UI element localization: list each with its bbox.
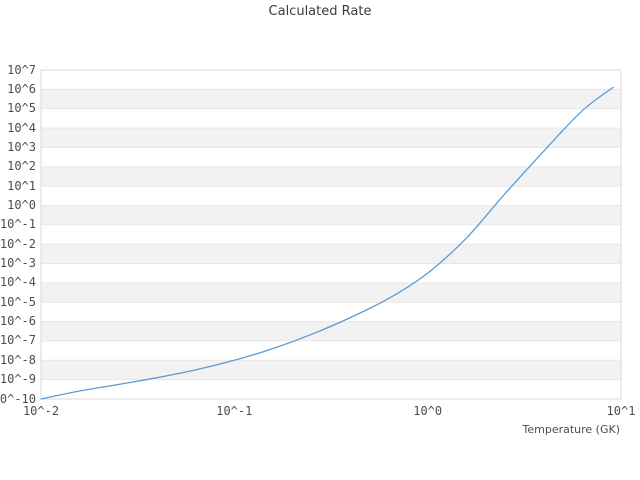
decade-band — [41, 379, 621, 399]
y-tick-label: 10^-3 — [0, 256, 36, 270]
decade-band — [41, 360, 621, 380]
decade-band — [41, 166, 621, 187]
y-tick-label: 10^7 — [7, 62, 36, 77]
y-tick-label: 10^5 — [7, 101, 36, 116]
decade-band — [41, 263, 621, 283]
x-tick-label: 10^1 — [606, 404, 636, 418]
y-tick-label: 10^-1 — [0, 217, 36, 232]
decade-band — [41, 186, 621, 206]
x-tick-label: 10^0 — [413, 404, 443, 418]
decade-band — [41, 205, 621, 225]
y-tick-label: 10^4 — [7, 120, 36, 135]
decade-band — [41, 302, 621, 322]
decade-band — [41, 340, 621, 361]
y-tick-label: 10^-8 — [0, 352, 36, 367]
y-tick-label: 10^-10 — [0, 391, 36, 406]
y-tick-label: 10^-5 — [0, 294, 36, 309]
decade-band — [41, 70, 621, 90]
y-tick-label: 10^-2 — [0, 236, 36, 251]
x-tick-label: 10^-1 — [216, 404, 253, 418]
decade-band — [41, 108, 621, 129]
plot-border — [40, 69, 622, 400]
decade-band — [41, 128, 621, 148]
x-tick-label: 10^-2 — [22, 404, 60, 418]
y-tick-label: 10^-7 — [0, 333, 36, 348]
decade-band — [41, 244, 621, 264]
decade-band — [41, 224, 621, 245]
y-tick-label: 10^0 — [7, 198, 36, 212]
y-tick-label: 10^2 — [7, 159, 36, 174]
y-tick-label: 10^-6 — [0, 314, 36, 329]
rate-curve — [40, 86, 614, 400]
y-tick-label: 10^3 — [7, 139, 36, 154]
y-tick-label: 10^6 — [7, 81, 36, 96]
decade-band — [41, 89, 621, 109]
y-tick-label: 10^-9 — [0, 372, 36, 387]
y-tick-label: 10^1 — [7, 178, 36, 193]
decade-band — [41, 147, 621, 167]
decade-band — [41, 321, 621, 341]
y-tick-label: 10^-4 — [0, 275, 36, 290]
chart-title: Calculated Rate — [268, 4, 372, 19]
decade-band — [41, 282, 621, 303]
x-axis-title: Temperature (GK) — [522, 423, 621, 436]
